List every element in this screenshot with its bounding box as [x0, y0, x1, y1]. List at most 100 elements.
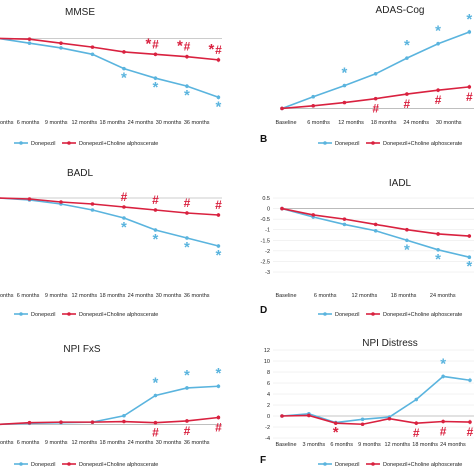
- legend-marker-donepezil: [19, 462, 23, 466]
- donepezil-point: [311, 94, 316, 99]
- legend-label-combo: Donepezil+Choline alphoscerate: [383, 141, 462, 147]
- x-tick-label: 30 months: [156, 440, 182, 446]
- x-tick-label: onths: [0, 293, 14, 299]
- y-tick-label: 0: [267, 414, 270, 420]
- legend-marker-donepezil: [323, 462, 327, 466]
- combo-point: [185, 211, 189, 215]
- donepezil-point: [342, 83, 347, 88]
- x-tick-label: 12 months: [71, 120, 97, 126]
- significance-asterisk: *: [153, 79, 159, 96]
- combo-point: [216, 58, 221, 62]
- donepezil-line: [0, 385, 219, 426]
- legend-marker-donepezil: [323, 312, 327, 316]
- x-tick-label: 24 months: [440, 442, 466, 448]
- donepezil-point: [405, 56, 409, 60]
- significance-hash: #: [440, 425, 447, 439]
- combo-point: [216, 415, 221, 420]
- significance-asterisk: *: [121, 219, 127, 236]
- x-tick-label: Baseline: [275, 442, 296, 448]
- significance-asterisk: *: [466, 258, 472, 275]
- y-tick-label: 10: [264, 359, 270, 365]
- combo-point: [342, 217, 347, 221]
- x-tick-label: 6 months: [17, 293, 40, 299]
- combo-point: [436, 88, 440, 92]
- significance-hash: #: [413, 426, 420, 440]
- significance-asterisk: *: [153, 231, 159, 248]
- x-tick-label: Baseline: [275, 293, 296, 299]
- donepezil-point: [360, 417, 365, 422]
- significance-hash: #: [121, 190, 128, 204]
- donepezil-point: [373, 228, 378, 233]
- significance-asterisk: *: [435, 23, 441, 40]
- combo-point: [90, 420, 95, 424]
- x-tick-label: 12 months: [384, 442, 410, 448]
- combo-point: [467, 85, 472, 89]
- significance-asterisk: *: [184, 87, 190, 104]
- x-tick-label: 6 months: [314, 293, 337, 299]
- combo-line: [0, 416, 219, 426]
- y-tick-label: -2: [265, 249, 270, 255]
- combo-asterisk: *: [146, 35, 152, 52]
- legend-label-donepezil: Donepezil: [335, 462, 359, 468]
- donepezil-line: [0, 37, 219, 99]
- combo-line: [0, 197, 219, 216]
- significance-hash: #: [404, 97, 411, 111]
- legend-marker-combo: [371, 312, 375, 316]
- donepezil-point: [216, 244, 221, 248]
- chart-title: BADL: [67, 168, 94, 179]
- donepezil-point: [122, 66, 126, 71]
- chart-title: IADL: [389, 178, 412, 189]
- combo-point: [27, 420, 32, 425]
- chart-panel-4: IADL 0.5 0 -0.5 -1 -1.5 -2 -2.5 -3 * * * Baseline 6 m…: [260, 178, 474, 318]
- x-tick-label: onths: [0, 440, 14, 446]
- donepezil-point: [122, 216, 126, 220]
- donepezil-point: [468, 378, 472, 383]
- x-tick-label: 30 months: [156, 293, 182, 299]
- combo-line: [281, 414, 470, 426]
- significance-asterisk: *: [216, 247, 222, 264]
- combo-point: [59, 420, 63, 424]
- donepezil-point: [90, 208, 95, 212]
- donepezil-point: [405, 238, 409, 243]
- significance-asterisk: *: [121, 70, 127, 87]
- donepezil-point: [467, 30, 472, 34]
- combo-point: [467, 234, 472, 238]
- x-tick-label: 36 months: [184, 293, 210, 299]
- chart-panel-1: MMSE** **#* #* #*onths 6 months 9 months 12 mo…: [0, 7, 222, 147]
- x-tick-label: 18 months: [371, 120, 397, 126]
- combo-asterisk: *: [177, 38, 183, 55]
- x-tick-label: 12 months: [352, 293, 378, 299]
- x-tick-label: 6 months: [307, 120, 330, 126]
- combo-point: [216, 213, 221, 217]
- x-tick-label: 36 months: [184, 120, 210, 126]
- y-tick-label: 8: [267, 370, 270, 376]
- donepezil-point: [216, 384, 221, 389]
- chart-panel-3: BADL * * * * # # # # onths 6 months 9 months 12 mont…: [0, 168, 222, 318]
- y-tick-label: 12: [264, 348, 270, 354]
- combo-point: [441, 419, 445, 424]
- combo-point: [153, 208, 158, 212]
- combo-point: [153, 52, 158, 57]
- significance-asterisk: *: [216, 98, 222, 115]
- significance-hash: #: [184, 40, 191, 54]
- donepezil-line: [281, 207, 470, 258]
- combo-point: [405, 227, 409, 232]
- x-tick-label: 3 months: [303, 442, 326, 448]
- panel-label: D: [260, 305, 267, 316]
- combo-point: [342, 100, 347, 105]
- donepezil-line: [281, 375, 471, 424]
- legend-label-combo: Donepezil+Choline alphoscerate: [79, 312, 158, 318]
- legend-marker-combo: [371, 462, 375, 466]
- significance-hash: #: [152, 426, 159, 440]
- combo-point: [122, 205, 126, 209]
- x-tick-label: 9 months: [358, 442, 381, 448]
- chart-title: NPI FxS: [63, 344, 101, 355]
- combo-point: [90, 45, 95, 49]
- legend-marker-donepezil: [19, 312, 23, 316]
- x-tick-label: 12 months: [338, 120, 364, 126]
- x-tick-label: 24 months: [128, 440, 154, 446]
- legend-marker-donepezil: [19, 141, 23, 145]
- donepezil-point: [436, 41, 440, 46]
- x-tick-label: 18 months: [100, 293, 126, 299]
- combo-point: [59, 41, 63, 45]
